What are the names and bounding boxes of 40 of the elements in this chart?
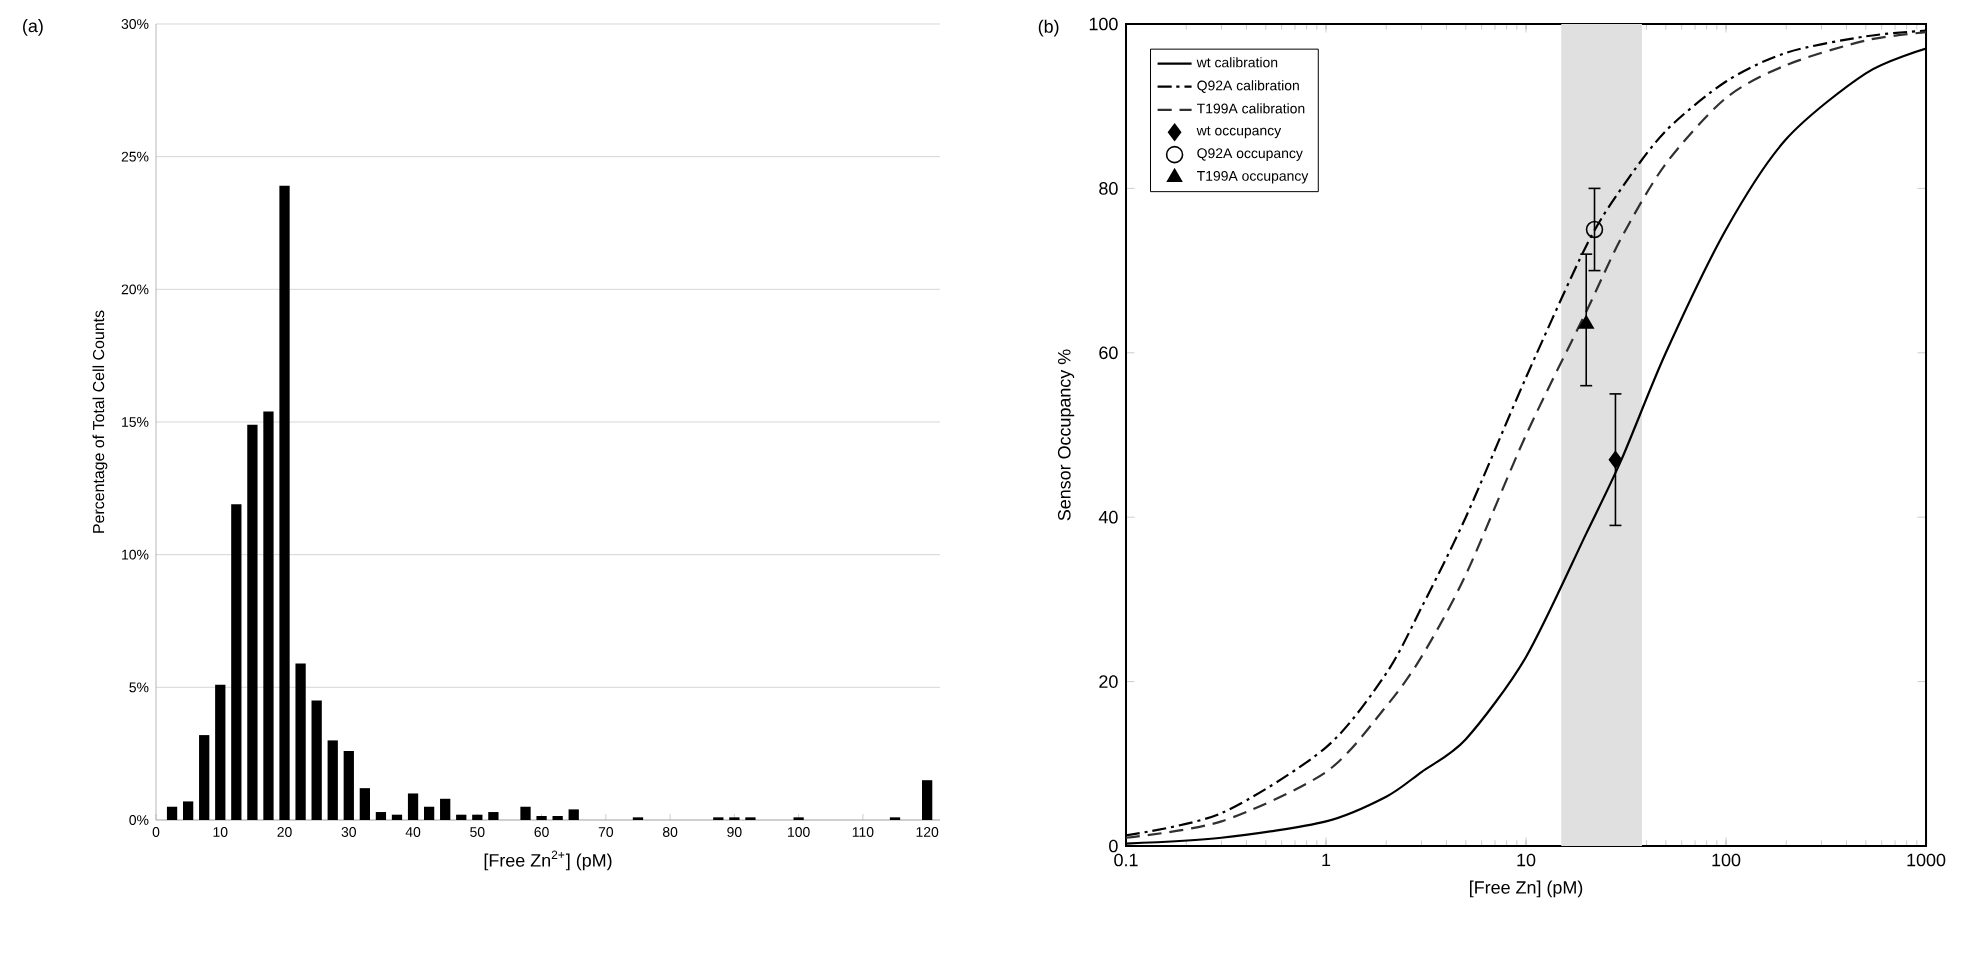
y-tick-label: 80 (1099, 182, 1118, 195)
bar (568, 809, 579, 820)
bar (311, 700, 322, 820)
x-tick-label: 100 (1712, 853, 1741, 867)
chart-title: (a) (23, 19, 43, 36)
bar (391, 814, 403, 820)
x-axis-title: [Free Zn$^{2+}$] (pM) (484, 850, 612, 871)
bar (375, 812, 387, 820)
x-tick-label: 1000 (1907, 853, 1946, 867)
bar (295, 663, 306, 820)
bar (327, 740, 338, 820)
y-axis-title: Sensor Occupancy % (1057, 349, 1075, 521)
y-tick-label: 60 (1099, 346, 1118, 360)
bar (472, 814, 483, 820)
bar (456, 814, 467, 820)
x-tick-label: 0.1 (1114, 853, 1138, 867)
bar (423, 806, 435, 820)
y-tick-label: 20 (1099, 675, 1118, 688)
bar (520, 806, 531, 820)
bar (343, 751, 354, 820)
bar (247, 424, 258, 820)
x-tick-label: 1 (1322, 853, 1331, 866)
x-tick-label: 10 (1517, 853, 1536, 867)
y-tick-label: 0 (1109, 839, 1118, 853)
bar (231, 504, 242, 820)
chart-title: (b) (1038, 19, 1059, 37)
bar (215, 684, 226, 820)
bar (488, 812, 499, 820)
bar (407, 793, 419, 820)
y-tick-label: 100 (1089, 17, 1118, 31)
bar (440, 798, 451, 820)
bar (182, 801, 194, 820)
bar (263, 411, 274, 820)
y-tick-label: 40 (1098, 510, 1118, 524)
bar (166, 806, 178, 820)
bar (199, 735, 210, 820)
bar (279, 185, 290, 820)
bar (922, 780, 933, 820)
bar (359, 788, 370, 820)
x-axis-title: [Free Zn] (pM) (1470, 880, 1583, 898)
